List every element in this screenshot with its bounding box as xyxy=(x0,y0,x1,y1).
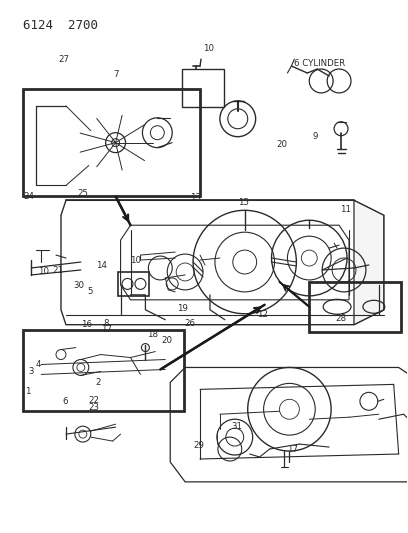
Text: 4: 4 xyxy=(35,360,41,369)
Bar xyxy=(182,69,224,107)
Text: 15: 15 xyxy=(238,198,249,207)
Text: 17: 17 xyxy=(287,445,298,454)
Text: 5: 5 xyxy=(87,287,93,296)
Text: 14: 14 xyxy=(96,261,107,270)
Text: 1: 1 xyxy=(25,386,31,395)
Text: 22: 22 xyxy=(88,395,99,405)
Text: 6124  2700: 6124 2700 xyxy=(23,19,98,33)
Text: 23: 23 xyxy=(88,402,99,411)
Text: 20: 20 xyxy=(161,336,172,345)
Text: 10: 10 xyxy=(130,256,141,265)
Text: 8: 8 xyxy=(103,319,109,328)
Text: 2: 2 xyxy=(95,377,101,386)
Text: 30: 30 xyxy=(74,280,85,289)
Text: 9: 9 xyxy=(313,132,318,141)
Text: 6 CYLINDER: 6 CYLINDER xyxy=(294,60,345,68)
Text: 11: 11 xyxy=(339,205,350,214)
Text: 21: 21 xyxy=(53,266,64,275)
Text: 27: 27 xyxy=(59,55,70,64)
Text: 26: 26 xyxy=(184,319,195,328)
Text: 31: 31 xyxy=(232,422,243,431)
Text: 17: 17 xyxy=(101,325,112,334)
Text: 20: 20 xyxy=(276,140,287,149)
Text: 12: 12 xyxy=(257,310,268,319)
Bar xyxy=(118,272,149,296)
Text: 10: 10 xyxy=(202,44,213,53)
Text: 25: 25 xyxy=(77,189,88,198)
Text: 24: 24 xyxy=(23,192,34,201)
Bar xyxy=(23,330,184,411)
Bar xyxy=(309,282,401,332)
Text: 3: 3 xyxy=(28,367,34,376)
Text: 10: 10 xyxy=(38,268,49,276)
Text: 28: 28 xyxy=(335,314,346,323)
Text: 29: 29 xyxy=(194,441,204,450)
Text: 19: 19 xyxy=(177,304,188,313)
Text: 7: 7 xyxy=(113,70,119,79)
Bar xyxy=(23,89,200,196)
Polygon shape xyxy=(354,200,384,325)
Text: 18: 18 xyxy=(146,330,157,339)
Text: 13: 13 xyxy=(190,193,201,202)
Text: 16: 16 xyxy=(81,320,92,329)
Text: 6: 6 xyxy=(63,397,68,406)
